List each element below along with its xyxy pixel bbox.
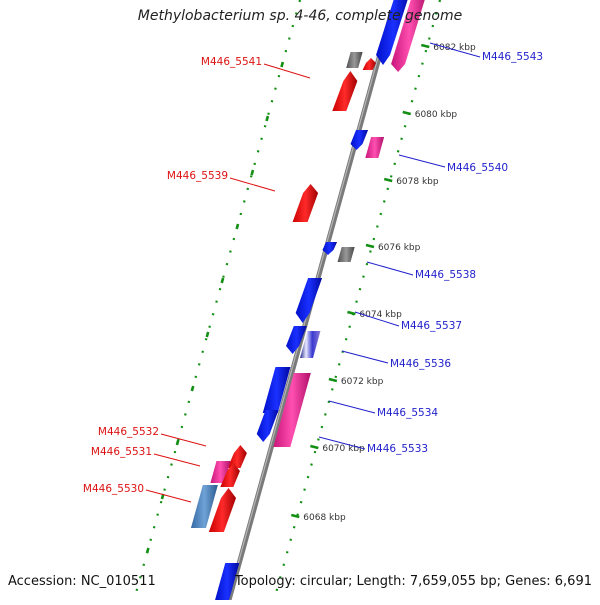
- scale-tick-label: 6080 kbp: [415, 110, 458, 120]
- gene-block[interactable]: [365, 137, 385, 158]
- gene-block[interactable]: [362, 58, 376, 70]
- ruler-dash: [190, 385, 195, 392]
- scale-tick-mark: [347, 310, 356, 316]
- ruler-dash: [280, 61, 285, 68]
- scale-tick-mark: [402, 110, 412, 116]
- gene-label[interactable]: M446_5533: [367, 443, 428, 455]
- gene-block[interactable]: [208, 488, 237, 532]
- gene-block[interactable]: [350, 130, 369, 150]
- gene-label-leader: [354, 311, 400, 327]
- scale-tick-label: 6074 kbp: [359, 310, 402, 320]
- gene-label-leader: [328, 400, 376, 414]
- gene-label[interactable]: M446_5537: [401, 320, 462, 332]
- ruler-dash: [145, 547, 150, 554]
- scale-tick-label: 6070 kbp: [322, 444, 365, 454]
- gene-block[interactable]: [391, 0, 428, 72]
- ruler-dash: [265, 115, 270, 122]
- scale-ticks: 6082 kbp 6080 kbp 6078 kbp 6076 kbp 6074 kbp…: [290, 43, 476, 523]
- gene-label-leader: [229, 177, 276, 192]
- gene-block[interactable]: [262, 367, 291, 413]
- gene-label-leader: [366, 261, 414, 276]
- gene-block[interactable]: [376, 0, 411, 65]
- gene-block[interactable]: [322, 242, 338, 255]
- gene-block[interactable]: [346, 52, 363, 68]
- gene-block[interactable]: [299, 331, 321, 358]
- gene-block[interactable]: [227, 445, 247, 468]
- gene-block[interactable]: [273, 373, 311, 447]
- ruler-dash: [205, 331, 210, 338]
- gene-block[interactable]: [220, 463, 240, 487]
- gene-block[interactable]: [215, 563, 240, 600]
- scale-tick-label: 6068 kbp: [303, 513, 346, 523]
- gene-labels: M446_5543 M446_5541 M446_5540 M446_5539 M446…: [83, 42, 543, 503]
- gene-label-leader: [160, 433, 207, 447]
- gene-label-leader: [429, 42, 481, 58]
- gene-label[interactable]: M446_5532: [98, 426, 159, 438]
- scale-tick-mark: [328, 377, 338, 383]
- ruler-line-right: [272, 0, 442, 601]
- scale-tick-mark: [365, 243, 375, 249]
- gene-label[interactable]: M446_5534: [377, 407, 438, 419]
- scale-tick-label: 6082 kbp: [433, 43, 476, 53]
- gene-block[interactable]: [292, 184, 319, 222]
- ruler-dash: [235, 223, 240, 230]
- scale-tick-label: 6076 kbp: [378, 243, 421, 253]
- scale-tick-mark: [310, 444, 319, 450]
- ruler-dash: [220, 277, 225, 284]
- gene-block[interactable]: [295, 278, 323, 323]
- gene-label[interactable]: M446_5536: [390, 358, 451, 370]
- gene-label-leader: [318, 436, 366, 450]
- scale-tick-mark: [383, 177, 393, 183]
- scale-tick-label: 6072 kbp: [341, 377, 384, 387]
- gene-label[interactable]: M446_5531: [91, 446, 152, 458]
- gene-label[interactable]: M446_5539: [167, 170, 228, 182]
- gene-block[interactable]: [286, 326, 307, 354]
- gene-block[interactable]: [256, 410, 279, 442]
- gene-label-leader: [153, 453, 201, 467]
- gene-block[interactable]: [332, 71, 358, 111]
- map-title: Methylobacterium sp. 4-46, complete geno…: [137, 8, 463, 24]
- scale-tick-label: 6078 kbp: [396, 177, 439, 187]
- gene-label[interactable]: M446_5543: [482, 51, 543, 63]
- scale-tick-mark: [290, 513, 300, 519]
- gene-features: [190, 0, 428, 600]
- scale-tick-mark: [420, 43, 430, 49]
- gene-label-leader: [398, 154, 446, 168]
- gene-block[interactable]: [337, 247, 355, 262]
- topology-text: Topology: circular; Length: 7,659,055 bp…: [234, 574, 592, 589]
- gene-label[interactable]: M446_5530: [83, 483, 144, 495]
- ruler-dash: [250, 169, 255, 176]
- gene-block[interactable]: [190, 485, 218, 528]
- gene-label[interactable]: M446_5540: [447, 162, 508, 174]
- gene-label-leader: [263, 63, 311, 79]
- ruler-dash: [175, 439, 180, 446]
- gene-label-leader: [341, 350, 389, 364]
- gene-label-leader: [145, 489, 192, 503]
- gene-label[interactable]: M446_5538: [415, 269, 476, 281]
- ruler-lines: [132, 0, 442, 601]
- accession-text: Accession: NC_010511: [8, 574, 156, 589]
- gene-label[interactable]: M446_5541: [201, 56, 262, 68]
